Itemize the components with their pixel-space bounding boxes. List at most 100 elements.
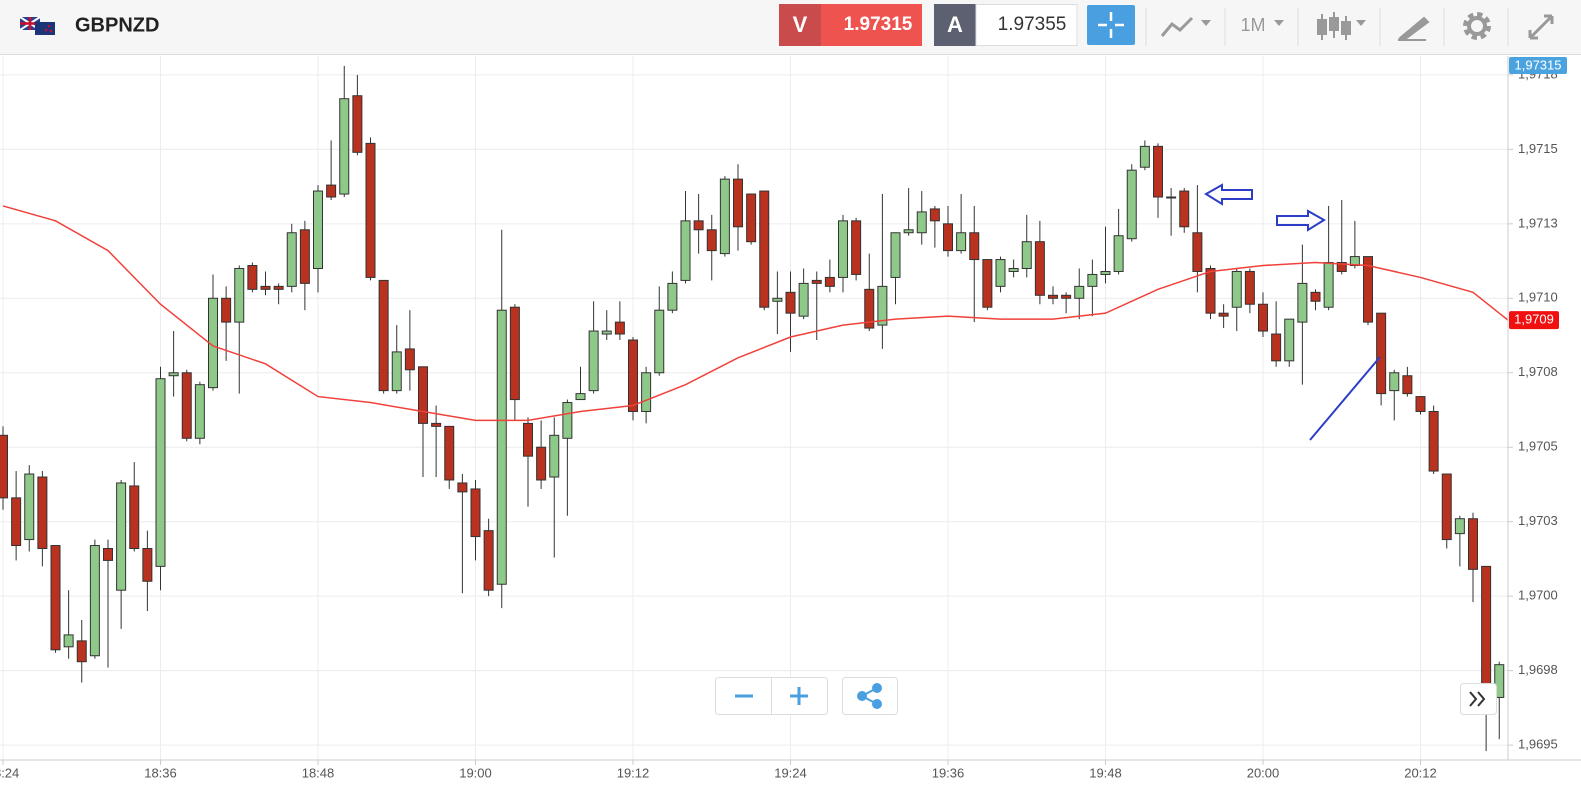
timeframe[interactable]: 1M [1240, 15, 1265, 35]
y-tick-label: 1,9700 [1518, 588, 1558, 603]
candle-body [1258, 303, 1268, 332]
candle-body [339, 98, 350, 195]
candle-body [851, 220, 862, 275]
candle-body [641, 372, 652, 412]
scroll-right-button[interactable] [1460, 683, 1497, 715]
candle-body [352, 95, 363, 153]
candle-body [365, 142, 376, 278]
chart-type-icon[interactable] [1160, 16, 1194, 37]
axes: 1,9695 1,9698 1,9700 1,9703 1,9705 1,9708 1,97… [0, 66, 1558, 780]
candle-body [903, 229, 914, 234]
candle-body [234, 267, 245, 323]
candle-body [142, 548, 153, 582]
share-button[interactable] [842, 677, 898, 715]
candle-body [719, 178, 730, 255]
candle-body [1218, 312, 1229, 317]
candle-body [260, 285, 271, 290]
sell-button[interactable] [779, 4, 821, 46]
x-tick-label: 18:48 [302, 765, 335, 780]
candle-body [759, 190, 770, 308]
candles-icon[interactable] [1317, 12, 1351, 40]
candle-body [155, 378, 166, 567]
candle-body [103, 548, 113, 561]
annotation-arrow [1204, 183, 1253, 206]
buy-button[interactable] [934, 4, 976, 46]
zoom-in[interactable] [790, 687, 808, 705]
candle-body [444, 425, 455, 481]
candle-body [1494, 664, 1505, 698]
candle-body [1113, 235, 1124, 272]
dropdown-arrow [1356, 20, 1366, 26]
annotation-line [1309, 356, 1381, 441]
candle-body [680, 220, 691, 281]
candle-body [168, 372, 179, 377]
x-tick-label: 19:36 [932, 765, 965, 780]
share-icon [857, 683, 882, 709]
candle-body [601, 330, 612, 335]
candle-body [1310, 291, 1321, 302]
annotation-arrow [1276, 209, 1326, 232]
candle-body [628, 339, 638, 412]
candle-body [654, 309, 665, 374]
candle-body [299, 229, 310, 284]
candle-body [995, 259, 1006, 287]
candle-body [562, 402, 573, 439]
candle-body [391, 351, 402, 392]
y-tick-label: 1,9715 [1518, 141, 1558, 156]
candle-body [614, 321, 625, 335]
buy-price-box[interactable] [975, 4, 1078, 46]
candle-body [1231, 270, 1242, 308]
candle-body [24, 473, 35, 541]
x-tick-label: 19:24 [774, 765, 807, 780]
moving-average [2, 205, 1500, 422]
candle-body [969, 232, 980, 261]
candle-body [1034, 241, 1045, 296]
candle-body [1100, 270, 1111, 275]
crosshair-button[interactable] [1087, 5, 1135, 45]
candle-body [1284, 318, 1295, 362]
sell-price-box[interactable] [821, 4, 922, 46]
candle-body [1323, 262, 1334, 308]
dropdown-arrow [1274, 20, 1284, 26]
candle-body [956, 232, 967, 252]
price-badge-label: 1,97315 [1515, 57, 1562, 72]
candle-body [89, 545, 100, 657]
candle-body [929, 208, 940, 222]
candle-body [824, 276, 835, 287]
candle-body [1244, 270, 1255, 305]
flag-icon [19, 16, 55, 35]
candle-body [536, 446, 547, 481]
candle-body [37, 476, 48, 550]
sell-price: 1.97315 [844, 14, 913, 35]
draw-icon[interactable] [1398, 16, 1430, 42]
candle-body [1297, 282, 1308, 323]
candle-body [76, 640, 87, 663]
buy-price: 1.97355 [998, 14, 1067, 35]
candle-body [221, 297, 232, 323]
candle-body [1336, 262, 1347, 272]
moving-average-tail [1498, 312, 1508, 321]
candle-body [1074, 285, 1085, 299]
candle-body [457, 482, 468, 493]
buy-label: A [947, 12, 963, 37]
candle-body [811, 279, 822, 284]
candle-body [313, 190, 323, 269]
candle-body [706, 229, 717, 252]
candle-body [431, 422, 442, 427]
x-tick-label: 20:12 [1404, 765, 1437, 780]
candle-body [916, 211, 927, 234]
candle-body [11, 497, 22, 547]
settings-icon[interactable] [1463, 12, 1491, 40]
fullscreen-icon[interactable] [1528, 14, 1554, 40]
candle-body [1139, 145, 1150, 168]
y-tick-label: 1,9695 [1518, 737, 1558, 752]
y-tick-label: 1,9703 [1518, 513, 1558, 528]
candle-body [746, 193, 757, 243]
x-tick-label: 19:00 [459, 765, 492, 780]
y-tick-label: 1,9710 [1518, 290, 1558, 305]
candle-body [326, 184, 337, 198]
candle-body [1389, 372, 1400, 392]
x-tick-label: 20:00 [1247, 765, 1280, 780]
x-tick-label: 18:24 [0, 765, 19, 780]
candle-body [1468, 518, 1478, 570]
